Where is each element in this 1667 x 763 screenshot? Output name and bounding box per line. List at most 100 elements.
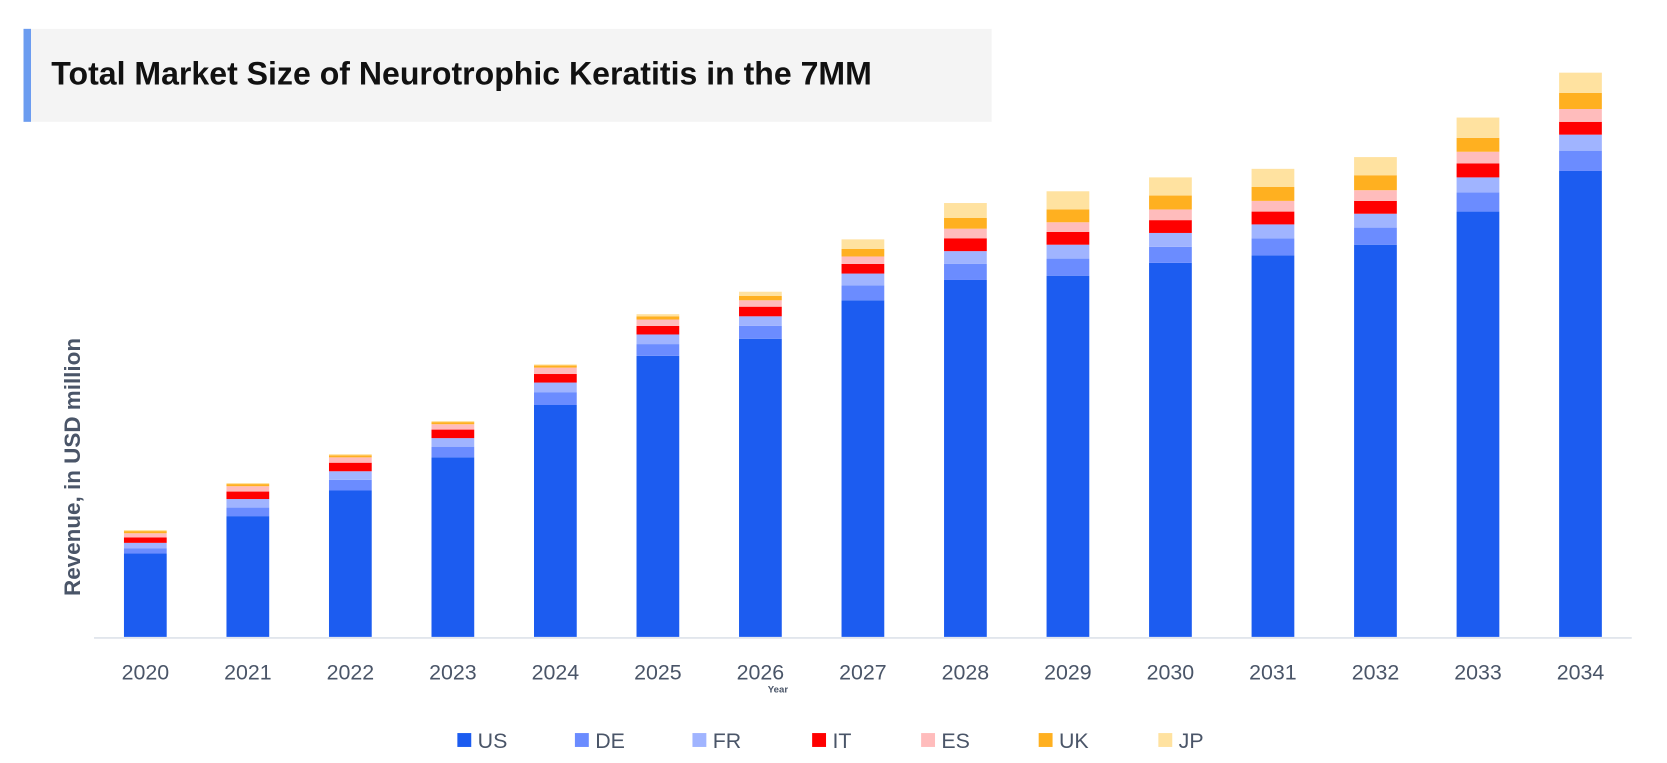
legend-swatch bbox=[457, 733, 472, 747]
x-tick-label: 2033 bbox=[1454, 661, 1502, 685]
legend-swatch bbox=[1158, 733, 1173, 747]
bar-fr-2033 bbox=[1456, 177, 1500, 193]
legend-label: US bbox=[478, 729, 508, 753]
legend-label: DE bbox=[595, 729, 625, 753]
bar-es-2020 bbox=[123, 533, 167, 538]
bar-de-2033 bbox=[1456, 192, 1500, 212]
bar-fr-2028 bbox=[944, 251, 987, 264]
bar-es-2021 bbox=[226, 486, 270, 492]
bar-es-2029 bbox=[1046, 222, 1090, 232]
bar-us-2033 bbox=[1456, 211, 1500, 637]
legend-swatch bbox=[812, 733, 827, 747]
bar-jp-2028 bbox=[944, 203, 987, 218]
bar-fr-2030 bbox=[1149, 232, 1192, 247]
bar-uk-2034 bbox=[1559, 92, 1602, 109]
legend-item-es[interactable]: ES bbox=[921, 729, 970, 753]
legend-item-uk[interactable]: UK bbox=[1038, 729, 1089, 753]
bar-de-2026 bbox=[739, 325, 782, 339]
bar-fr-2032 bbox=[1354, 213, 1397, 228]
bar-de-2029 bbox=[1046, 258, 1090, 276]
bar-jp-2027 bbox=[841, 239, 885, 249]
x-tick-label: 2030 bbox=[1147, 661, 1195, 685]
legend-item-us[interactable]: US bbox=[457, 729, 507, 753]
bar-fr-2025 bbox=[636, 334, 680, 345]
bar-uk-2028 bbox=[944, 217, 987, 229]
bar-es-2026 bbox=[739, 300, 782, 307]
bar-it-2025 bbox=[636, 325, 680, 335]
bar-jp-2034 bbox=[1559, 72, 1602, 93]
legend-item-de[interactable]: DE bbox=[574, 729, 625, 753]
bar-us-2029 bbox=[1046, 275, 1090, 637]
bar-us-2023 bbox=[431, 457, 475, 637]
bar-it-2028 bbox=[944, 238, 987, 252]
bar-es-2028 bbox=[944, 228, 987, 239]
bar-es-2027 bbox=[841, 256, 885, 264]
bar-jp-2025 bbox=[636, 314, 680, 317]
bar-uk-2023 bbox=[431, 422, 475, 425]
bar-fr-2023 bbox=[431, 438, 475, 447]
bar-it-2032 bbox=[1354, 200, 1397, 214]
bar-fr-2024 bbox=[534, 382, 577, 393]
bar-fr-2021 bbox=[226, 499, 270, 508]
bar-jp-2021 bbox=[226, 483, 270, 485]
bar-us-2020 bbox=[123, 553, 167, 637]
bar-es-2023 bbox=[431, 424, 475, 430]
bar-de-2032 bbox=[1354, 227, 1397, 245]
bar-it-2024 bbox=[534, 374, 577, 383]
bar-es-2030 bbox=[1149, 209, 1192, 221]
bar-it-2027 bbox=[841, 263, 885, 274]
bar-de-2022 bbox=[328, 479, 372, 491]
legend-swatch bbox=[574, 733, 589, 747]
x-tick-label: 2029 bbox=[1044, 661, 1092, 685]
bar-uk-2030 bbox=[1149, 195, 1192, 210]
bar-de-2028 bbox=[944, 263, 987, 280]
bar-it-2029 bbox=[1046, 231, 1090, 245]
bar-jp-2020 bbox=[123, 530, 167, 532]
legend-swatch bbox=[1038, 733, 1053, 747]
x-tick-label: 2032 bbox=[1352, 661, 1400, 685]
bar-uk-2022 bbox=[328, 455, 372, 458]
bar-us-2030 bbox=[1149, 262, 1192, 637]
bar-de-2030 bbox=[1149, 246, 1192, 263]
title-box: Total Market Size of Neurotrophic Kerati… bbox=[23, 28, 992, 122]
legend-label: FR bbox=[713, 729, 741, 753]
bar-jp-2026 bbox=[739, 291, 782, 297]
bar-de-2023 bbox=[431, 446, 475, 458]
x-tick-label: 2027 bbox=[839, 661, 887, 685]
bar-uk-2033 bbox=[1456, 137, 1500, 152]
legend-item-jp[interactable]: JP bbox=[1158, 729, 1204, 753]
bar-uk-2025 bbox=[636, 316, 680, 320]
legend-label: JP bbox=[1179, 729, 1204, 753]
bar-jp-2022 bbox=[328, 454, 372, 456]
bar-es-2031 bbox=[1251, 200, 1295, 212]
bar-it-2026 bbox=[739, 306, 782, 317]
bar-fr-2026 bbox=[739, 316, 782, 326]
bar-us-2028 bbox=[944, 279, 987, 637]
title-accent-bar bbox=[23, 28, 31, 122]
bar-fr-2029 bbox=[1046, 244, 1090, 259]
bar-es-2024 bbox=[534, 367, 577, 375]
bar-es-2025 bbox=[636, 319, 680, 326]
bar-us-2027 bbox=[841, 300, 885, 637]
legend-item-it[interactable]: IT bbox=[812, 729, 851, 753]
bar-it-2022 bbox=[328, 462, 372, 472]
bar-de-2025 bbox=[636, 344, 680, 356]
x-tick-label: 2022 bbox=[327, 661, 375, 685]
legend-label: UK bbox=[1059, 729, 1089, 753]
bar-de-2034 bbox=[1559, 150, 1602, 171]
bar-uk-2029 bbox=[1046, 209, 1090, 223]
legend-label: IT bbox=[832, 729, 851, 753]
x-tick-label: 2034 bbox=[1557, 661, 1605, 685]
bar-it-2031 bbox=[1251, 211, 1295, 225]
bar-it-2020 bbox=[123, 537, 167, 543]
bar-uk-2032 bbox=[1354, 175, 1397, 191]
bar-de-2031 bbox=[1251, 238, 1295, 256]
legend-item-fr[interactable]: FR bbox=[692, 729, 741, 753]
bar-es-2022 bbox=[328, 457, 372, 463]
chart-title: Total Market Size of Neurotrophic Kerati… bbox=[51, 56, 872, 92]
legend-swatch bbox=[692, 733, 707, 747]
bar-fr-2022 bbox=[328, 471, 372, 480]
x-tick-label: 2026 bbox=[737, 661, 785, 685]
